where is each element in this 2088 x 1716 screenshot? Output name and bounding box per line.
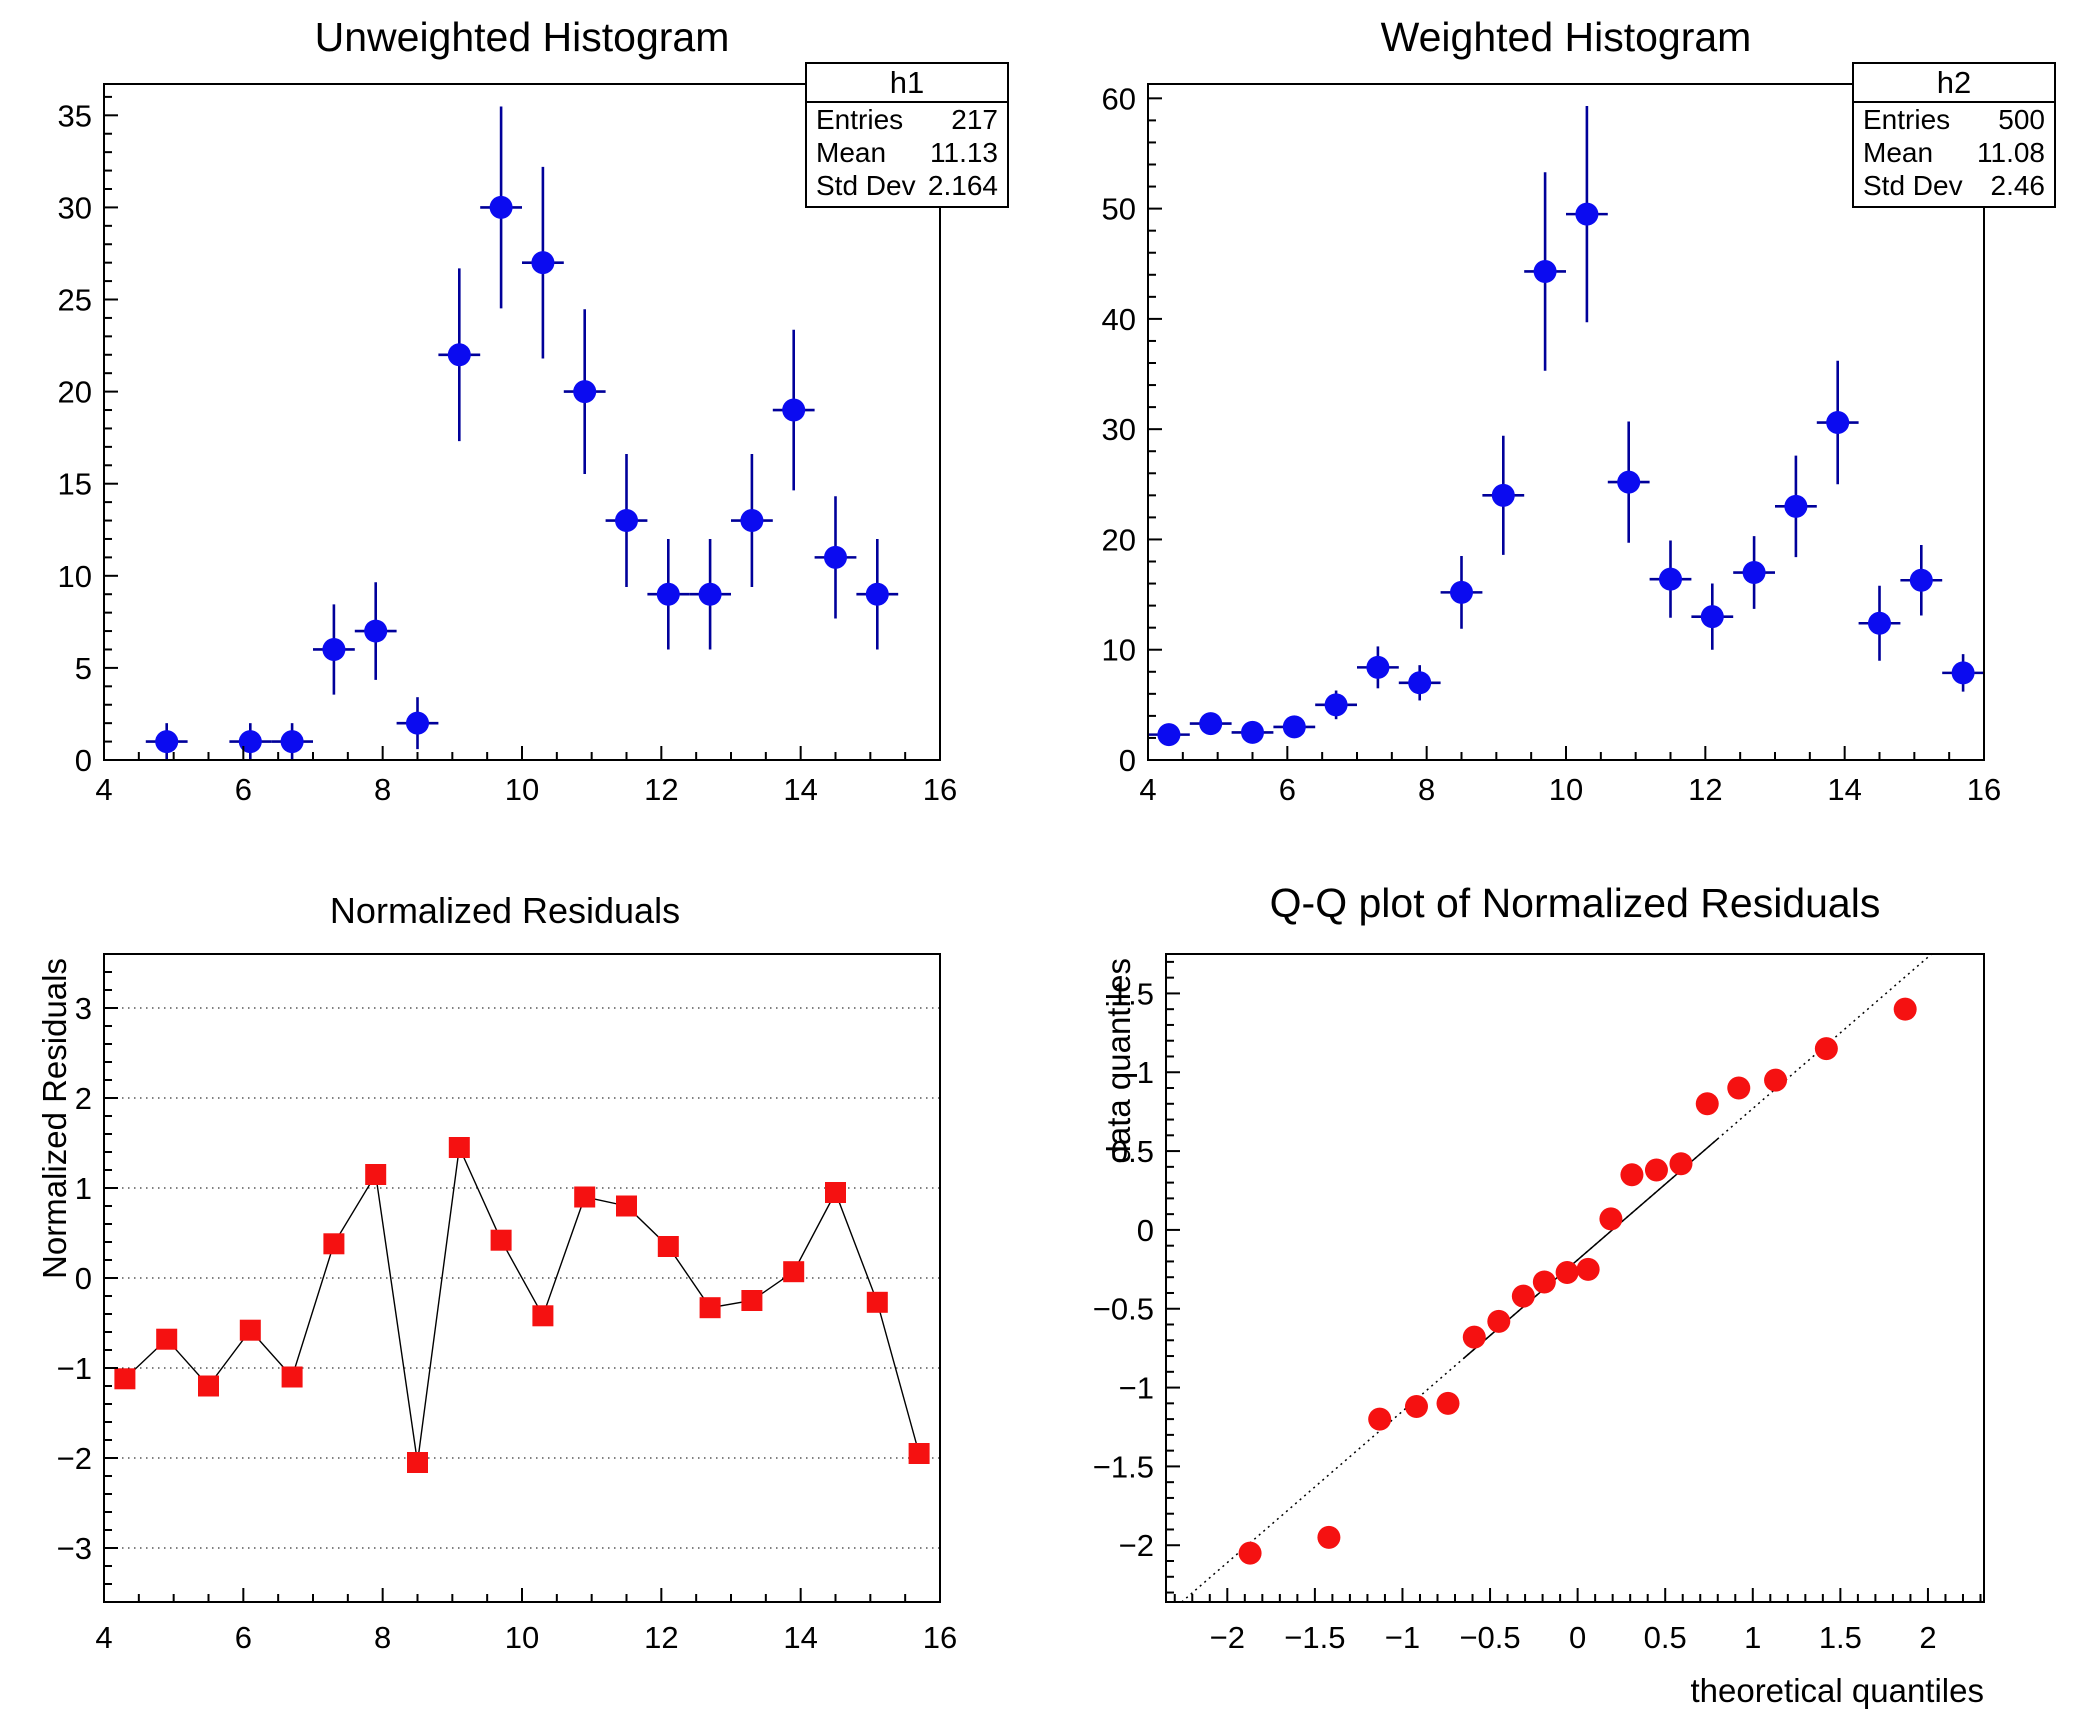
stats-title: h1 xyxy=(807,64,1007,103)
svg-text:12: 12 xyxy=(1688,772,1722,807)
y-axis-title: data quantiles xyxy=(1100,958,1137,1164)
svg-text:50: 50 xyxy=(1102,192,1136,227)
page-title: Q-Q plot of Normalized Residuals xyxy=(1269,880,1881,926)
svg-text:20: 20 xyxy=(1102,522,1136,557)
svg-text:2: 2 xyxy=(75,1081,92,1116)
y-axis-title: Normalized Residuals xyxy=(36,958,73,1279)
svg-text:35: 35 xyxy=(58,98,92,133)
svg-text:6: 6 xyxy=(1279,772,1296,807)
page-title: Normalized Residuals xyxy=(329,890,681,931)
svg-text:−2: −2 xyxy=(57,1441,92,1476)
x-axis-title: theoretical quantiles xyxy=(1690,1672,1984,1709)
svg-text:10: 10 xyxy=(1102,633,1136,668)
svg-text:30: 30 xyxy=(1102,412,1136,447)
svg-text:0: 0 xyxy=(1569,1620,1586,1655)
svg-text:4: 4 xyxy=(1139,772,1156,807)
svg-text:60: 60 xyxy=(1102,81,1136,116)
unweighted-histogram-plot: 4 6 8 10 12 14 16 0 5 10 15 20 25 30 35 xyxy=(58,83,957,807)
svg-text:16: 16 xyxy=(923,772,957,807)
svg-text:20: 20 xyxy=(58,375,92,410)
page-title: Unweighted Histogram xyxy=(314,14,730,60)
stats-mean-row: Mean 11.08 xyxy=(1854,136,2054,169)
stats-stddev-label: Std Dev xyxy=(1863,170,1963,201)
svg-text:−1: −1 xyxy=(1385,1620,1420,1655)
svg-text:0: 0 xyxy=(1119,743,1136,778)
stats-mean-value: 11.08 xyxy=(1977,137,2045,168)
svg-text:40: 40 xyxy=(1102,302,1136,337)
svg-text:−3: −3 xyxy=(57,1531,92,1566)
panel-qq-plot: −2 −1.5 −1 −0.5 0 0.5 1 1.5 2 −2 −1.5 −1 −0.5 0 0.5 1 1.… xyxy=(1044,858,2088,1716)
svg-text:10: 10 xyxy=(58,559,92,594)
svg-text:6: 6 xyxy=(235,1620,252,1655)
svg-text:8: 8 xyxy=(374,1620,391,1655)
svg-text:−1.5: −1.5 xyxy=(1093,1449,1154,1484)
stats-title: h2 xyxy=(1854,64,2054,103)
svg-text:4: 4 xyxy=(95,1620,112,1655)
stats-entries-row: Entries 217 xyxy=(807,103,1007,136)
stats-mean-value: 11.13 xyxy=(930,137,998,168)
svg-text:15: 15 xyxy=(58,467,92,502)
svg-text:−0.5: −0.5 xyxy=(1093,1292,1154,1327)
svg-text:16: 16 xyxy=(1967,772,2001,807)
stats-box-h1: h1 Entries 217 Mean 11.13 Std Dev 2.164 xyxy=(805,62,1009,208)
svg-text:−1: −1 xyxy=(1119,1371,1154,1406)
panel-weighted-histogram: 4 6 8 10 12 14 16 0 10 20 30 40 50 60 Weighted Histog… xyxy=(1044,0,2088,858)
stats-stddev-label: Std Dev xyxy=(816,170,916,201)
svg-text:2: 2 xyxy=(1919,1620,1936,1655)
svg-text:−1.5: −1.5 xyxy=(1284,1620,1345,1655)
svg-text:1: 1 xyxy=(75,1171,92,1206)
svg-text:12: 12 xyxy=(644,772,678,807)
svg-text:3: 3 xyxy=(75,991,92,1026)
svg-text:1: 1 xyxy=(1137,1055,1154,1090)
svg-text:0.5: 0.5 xyxy=(1644,1620,1687,1655)
svg-text:14: 14 xyxy=(783,772,817,807)
svg-text:8: 8 xyxy=(374,772,391,807)
svg-text:6: 6 xyxy=(235,772,252,807)
svg-text:10: 10 xyxy=(505,772,539,807)
svg-text:10: 10 xyxy=(505,1620,539,1655)
stats-mean-row: Mean 11.13 xyxy=(807,136,1007,169)
svg-text:16: 16 xyxy=(923,1620,957,1655)
svg-text:−2: −2 xyxy=(1119,1528,1154,1563)
stats-entries-label: Entries xyxy=(816,104,904,135)
panel-normalized-residuals: 4 6 8 10 12 14 16 −3 −2 −1 0 1 2 3 Normalized Residua… xyxy=(0,858,1044,1716)
svg-text:−2: −2 xyxy=(1210,1620,1245,1655)
stats-stddev-row: Std Dev 2.164 xyxy=(807,169,1007,202)
weighted-histogram-plot: 4 6 8 10 12 14 16 0 10 20 30 40 50 60 xyxy=(1102,81,2002,807)
svg-text:1.5: 1.5 xyxy=(1111,976,1154,1011)
stats-stddev-value: 2.46 xyxy=(1990,170,2046,201)
stats-mean-label: Mean xyxy=(816,137,887,168)
svg-text:1.5: 1.5 xyxy=(1819,1620,1862,1655)
svg-text:0.5: 0.5 xyxy=(1111,1134,1154,1169)
svg-text:8: 8 xyxy=(1418,772,1435,807)
stats-entries-value: 500 xyxy=(1998,104,2045,135)
svg-text:1: 1 xyxy=(1744,1620,1761,1655)
stats-entries-row: Entries 500 xyxy=(1854,103,2054,136)
qq-plot: −2 −1.5 −1 −0.5 0 0.5 1 1.5 2 −2 −1.5 −1 −0.5 0 0.5 1 1.… xyxy=(1093,953,1985,1655)
svg-text:−0.5: −0.5 xyxy=(1459,1620,1520,1655)
svg-text:14: 14 xyxy=(783,1620,817,1655)
stats-box-h2: h2 Entries 500 Mean 11.08 Std Dev 2.46 xyxy=(1852,62,2056,208)
page-title: Weighted Histogram xyxy=(1380,14,1752,60)
svg-text:0: 0 xyxy=(75,1261,92,1296)
stats-stddev-row: Std Dev 2.46 xyxy=(1854,169,2054,202)
svg-text:14: 14 xyxy=(1827,772,1861,807)
svg-text:5: 5 xyxy=(75,651,92,686)
stats-entries-value: 217 xyxy=(951,104,998,135)
svg-text:30: 30 xyxy=(58,190,92,225)
svg-text:0: 0 xyxy=(1137,1213,1154,1248)
stats-entries-label: Entries xyxy=(1863,104,1951,135)
svg-text:4: 4 xyxy=(95,772,112,807)
stats-stddev-value: 2.164 xyxy=(927,170,998,201)
svg-text:−1: −1 xyxy=(57,1351,92,1386)
panel-unweighted-histogram: 4 6 8 10 12 14 16 0 5 10 15 20 25 30 35 Unweighted His… xyxy=(0,0,1044,858)
svg-text:25: 25 xyxy=(58,283,92,318)
stats-mean-label: Mean xyxy=(1863,137,1934,168)
svg-text:0: 0 xyxy=(75,743,92,778)
svg-text:12: 12 xyxy=(644,1620,678,1655)
svg-text:10: 10 xyxy=(1549,772,1583,807)
